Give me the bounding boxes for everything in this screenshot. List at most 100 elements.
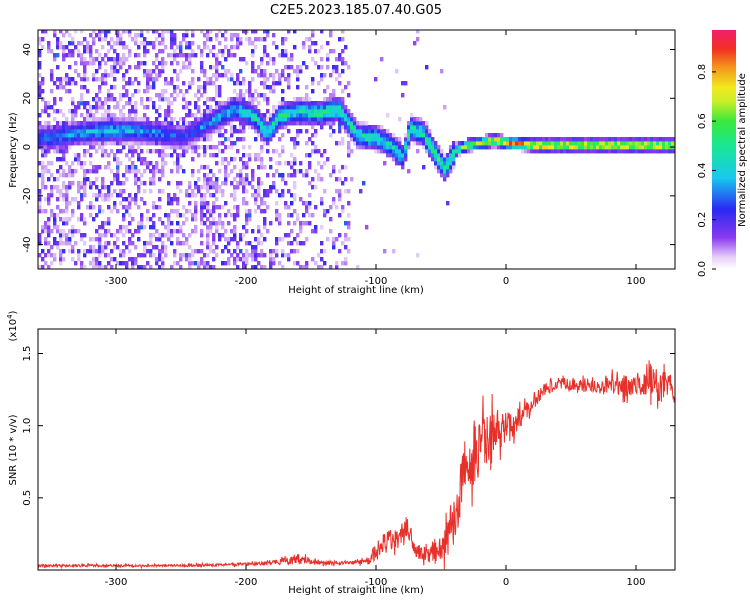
spectrogram-frame (37, 29, 676, 270)
spectrogram-cell (164, 253, 168, 258)
spectrogram-cell (161, 41, 165, 46)
spectrogram-cell (425, 137, 429, 142)
spectrogram-cell (110, 73, 114, 78)
spectrogram-cell (215, 105, 219, 110)
spectrogram-cell (134, 201, 138, 206)
spectrogram-cell (326, 209, 330, 214)
spectrogram-cell (302, 173, 306, 178)
spectrogram-cell (344, 125, 348, 130)
spectrogram-cell (248, 105, 252, 110)
spectrogram-cell (146, 261, 150, 266)
spectrogram-cell (347, 129, 351, 134)
spectrogram-cell (302, 241, 306, 246)
spectrogram-cell (350, 149, 354, 154)
spectrogram-cell (287, 85, 291, 90)
spectrogram-cell (212, 205, 216, 210)
spectrogram-cell (236, 45, 240, 50)
spectrogram-cell (260, 117, 264, 122)
spectrogram-cell (470, 145, 474, 150)
spectrogram-cell (425, 129, 429, 134)
spectrogram-cell (110, 37, 114, 42)
spectrogram-cell (302, 117, 306, 122)
spectrogram-cell (341, 117, 345, 122)
spectrogram-cell (644, 149, 648, 154)
spectrogram-cell (155, 169, 159, 174)
spectrogram-cell (149, 69, 153, 74)
spectrogram-cell (353, 137, 357, 142)
spectrogram-cell (440, 157, 444, 162)
spectrogram-cell (158, 189, 162, 194)
spectrogram-cell (335, 77, 339, 82)
spectrogram-cell (239, 101, 243, 106)
spectrogram-cell (416, 137, 420, 142)
spectrogram-cell (245, 189, 249, 194)
spectrogram-cell (140, 157, 144, 162)
spectrogram-cell (92, 125, 96, 130)
spectrogram-cell (269, 89, 273, 94)
spectrogram-cell (278, 105, 282, 110)
spectrogram-cell (254, 253, 258, 258)
spectrogram-cell (338, 125, 342, 130)
spectrogram-cell (230, 237, 234, 242)
spectrogram-cell (260, 233, 264, 238)
spectrogram-cell (215, 197, 219, 202)
spectrogram-cell (422, 129, 426, 134)
spectrogram-cell (116, 129, 120, 134)
spectrogram-cell (65, 133, 69, 138)
spectrogram-cell (314, 145, 318, 150)
spectrogram-cell (269, 165, 273, 170)
spectrogram-cell (41, 81, 45, 86)
spectrogram-cell (644, 137, 648, 142)
spectrogram-cell (200, 209, 204, 214)
spectrogram-cell (380, 57, 384, 62)
spectrogram-cell (146, 161, 150, 166)
spectrogram-cell (200, 113, 204, 118)
spectrogram-cell (53, 221, 57, 226)
spectrogram-cell (341, 61, 345, 66)
spectrogram-cell (554, 141, 558, 146)
spectrogram-cell (380, 129, 384, 134)
spectrogram-cell (122, 121, 126, 126)
spectrogram-cell (95, 101, 99, 106)
spectrogram-cell (131, 121, 135, 126)
spectrogram-cell (194, 225, 198, 230)
spectrogram-cell (305, 97, 309, 102)
spectrogram-cell (179, 129, 183, 134)
spectrogram-cell (242, 165, 246, 170)
spectrogram-cell (83, 129, 87, 134)
spectrogram-cell (230, 145, 234, 150)
spectrogram-cell (296, 117, 300, 122)
spectrogram-cell (62, 209, 66, 214)
spectrogram-cell (119, 37, 123, 42)
spectrogram-cell (446, 153, 450, 158)
spectrogram-cell (215, 221, 219, 226)
spectrogram-cell (92, 237, 96, 242)
spectrogram-cell (191, 69, 195, 74)
spectrogram-cell (149, 225, 153, 230)
spectrogram-cell (80, 125, 84, 130)
spectrogram-cell (191, 261, 195, 266)
spectrogram-cell (320, 257, 324, 262)
spectrogram-cell (128, 221, 132, 226)
spectrogram-cell (587, 149, 591, 154)
spectrogram-cell (179, 49, 183, 54)
spectrogram-cell (245, 229, 249, 234)
spectrogram-cell (92, 181, 96, 186)
spectrogram-cell (47, 141, 51, 146)
spectrogram-cell (59, 125, 63, 130)
spectrogram-cell (449, 169, 453, 174)
spectrogram-cell (221, 109, 225, 114)
spectrogram-cell (188, 85, 192, 90)
spectrogram-cell (575, 149, 579, 154)
spectrogram-cell (410, 117, 414, 122)
spectrogram-cell (122, 93, 126, 98)
spectrogram-cell (182, 121, 186, 126)
spectrogram-cell (290, 201, 294, 206)
spectrogram-cell (221, 141, 225, 146)
spectrogram-cell (344, 105, 348, 110)
spectrogram-cell (68, 217, 72, 222)
spectrogram-cell (107, 89, 111, 94)
snr-y-ticks: 0.51.01.5 (22, 346, 675, 506)
spectrogram-cell (209, 213, 213, 218)
spectrogram-cell (614, 141, 618, 146)
